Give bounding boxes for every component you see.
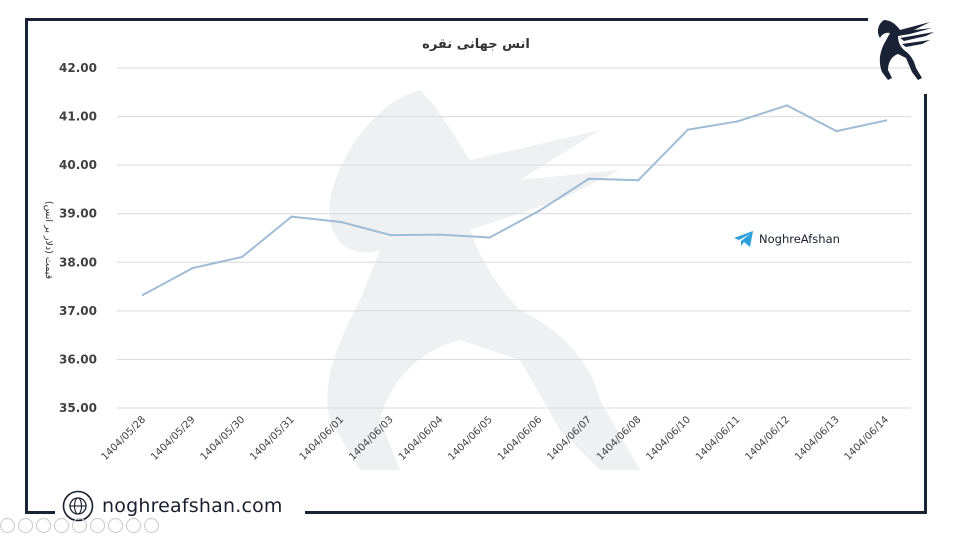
y-tick-label: 39.00 [59,207,97,221]
x-tick-label: 1404/05/30 [199,414,248,463]
control-icon-8[interactable] [126,518,141,533]
website-link[interactable]: noghreafshan.com [62,489,283,523]
chart-frame [25,18,927,514]
data-point [686,128,690,131]
data-point [587,177,590,180]
data-point [141,293,145,297]
data-point [637,179,640,182]
x-tick-label: 1404/06/14 [843,414,892,463]
control-icon-2[interactable] [18,518,33,533]
grid-lines [117,67,911,409]
y-tick-label: 41.00 [59,110,97,124]
y-tick-label: 38.00 [59,255,97,269]
x-tick-label: 1404/05/28 [100,414,149,463]
series-line [142,104,887,296]
x-tick-label: 1404/06/05 [446,414,495,463]
control-icon-1[interactable] [0,518,15,533]
x-tick-label: 1404/05/29 [149,414,198,463]
winged-goat-logo-icon [877,20,934,80]
series-group [141,104,888,297]
y-tick-label: 37.00 [59,304,97,318]
data-point [191,266,194,270]
x-tick-label: 1404/06/06 [496,414,545,463]
control-icon-6[interactable] [90,518,105,533]
x-tick-label: 1404/06/04 [397,414,446,463]
data-point [488,236,491,239]
data-point [389,233,392,237]
data-point [339,220,343,224]
data-point [785,104,789,107]
telegram-badge[interactable]: NoghreAfshan [733,230,840,248]
media-controls [0,518,159,533]
data-point [884,119,888,122]
control-icon-5[interactable] [72,518,87,533]
x-tick-label: 1404/06/13 [793,414,842,463]
watermark-logo-icon [327,90,640,470]
globe-icon [62,490,94,522]
data-point [290,215,293,218]
y-tick-label: 36.00 [59,352,97,366]
y-tick-labels: 42.00 41.00 40.00 39.00 38.00 37.00 36.00 35.00 [59,61,97,415]
control-icon-9[interactable] [144,518,159,533]
data-point [439,233,442,236]
control-icon-7[interactable] [108,518,123,533]
y-tick-label: 35.00 [59,401,97,415]
x-tick-label: 1404/06/10 [644,414,693,463]
x-tick-label: 1404/06/01 [298,414,347,463]
telegram-handle: NoghreAfshan [759,232,840,246]
control-icon-4[interactable] [54,518,69,533]
control-icon-3[interactable] [36,518,51,533]
data-point [835,129,838,133]
x-tick-label: 1404/05/31 [248,414,297,463]
y-axis-label: قیمت (دلار بر انس) [43,201,54,279]
y-tick-label: 40.00 [59,158,97,172]
x-tick-label: 1404/06/12 [744,414,793,463]
x-tick-labels: 1404/05/28 1404/05/29 1404/05/30 1404/05/31… [100,414,892,463]
data-point [240,255,244,259]
data-point [538,209,541,212]
telegram-icon [734,231,753,247]
x-tick-label: 1404/06/11 [694,414,743,463]
y-tick-label: 42.00 [59,61,97,75]
chart-title: انس جهانی نقره [422,37,530,52]
website-url: noghreafshan.com [102,495,283,517]
data-point [736,120,739,123]
